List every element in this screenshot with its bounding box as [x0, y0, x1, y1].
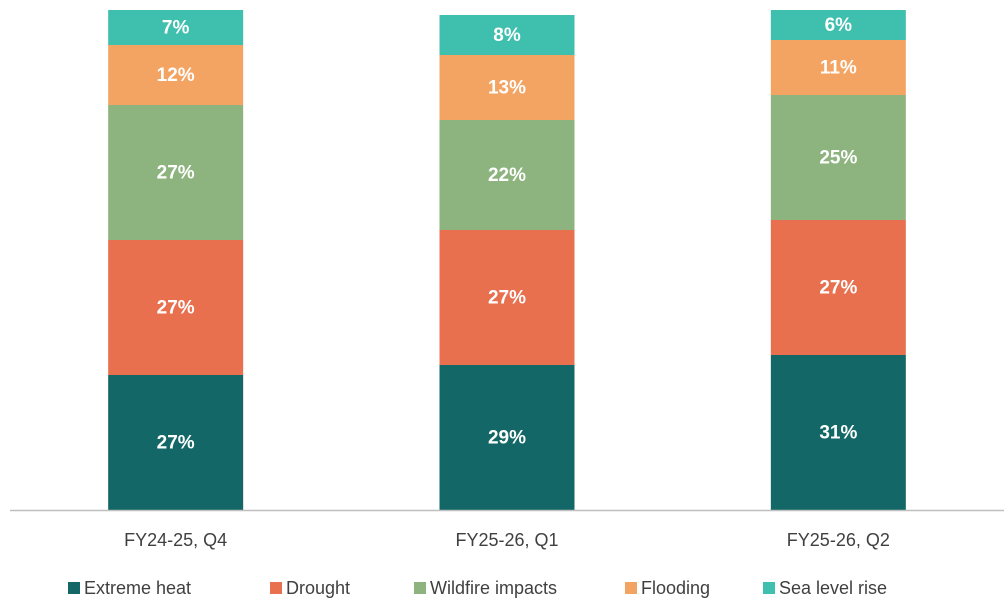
bar-segment [439, 15, 575, 55]
legend-label: Drought [286, 578, 350, 598]
bar-segment [108, 10, 244, 45]
bar-segment [439, 230, 575, 365]
legend-swatch [414, 582, 426, 594]
legend-swatch [68, 582, 80, 594]
data-label: 27% [157, 433, 195, 454]
bar-segment [770, 95, 906, 220]
data-label: 22% [488, 165, 526, 186]
bar-segment [770, 220, 906, 355]
bar-segment [108, 105, 244, 240]
bar-segment [439, 55, 575, 120]
data-label: 7% [162, 18, 190, 39]
data-label: 29% [488, 428, 526, 449]
data-label: 27% [157, 298, 195, 319]
bar-segment [770, 40, 906, 95]
x-tick-label: FY24-25, Q4 [124, 530, 227, 550]
bar-segment [439, 365, 575, 510]
legend-label: Wildfire impacts [430, 578, 557, 598]
bar-segment [770, 10, 906, 40]
data-label: 27% [819, 278, 857, 299]
data-label: 27% [488, 288, 526, 309]
bar-segment [108, 375, 244, 510]
data-label: 13% [488, 78, 526, 99]
legend-label: Sea level rise [779, 578, 887, 598]
legend-swatch [763, 582, 775, 594]
bar-segment [770, 355, 906, 510]
data-label: 8% [493, 25, 521, 46]
legend-label: Extreme heat [84, 578, 191, 598]
x-tick-label: FY25-26, Q2 [787, 530, 890, 550]
bar-segment [108, 240, 244, 375]
bar-segment [108, 45, 244, 105]
legend-swatch [270, 582, 282, 594]
data-label: 12% [157, 65, 195, 86]
bar-segment [439, 120, 575, 230]
data-label: 6% [825, 15, 853, 36]
data-label: 11% [820, 58, 857, 79]
data-label: 27% [157, 163, 195, 184]
data-label: 25% [819, 148, 857, 169]
x-tick-label: FY25-26, Q1 [455, 530, 558, 550]
data-label: 31% [819, 423, 857, 444]
legend-swatch [625, 582, 637, 594]
legend-label: Flooding [641, 578, 710, 598]
